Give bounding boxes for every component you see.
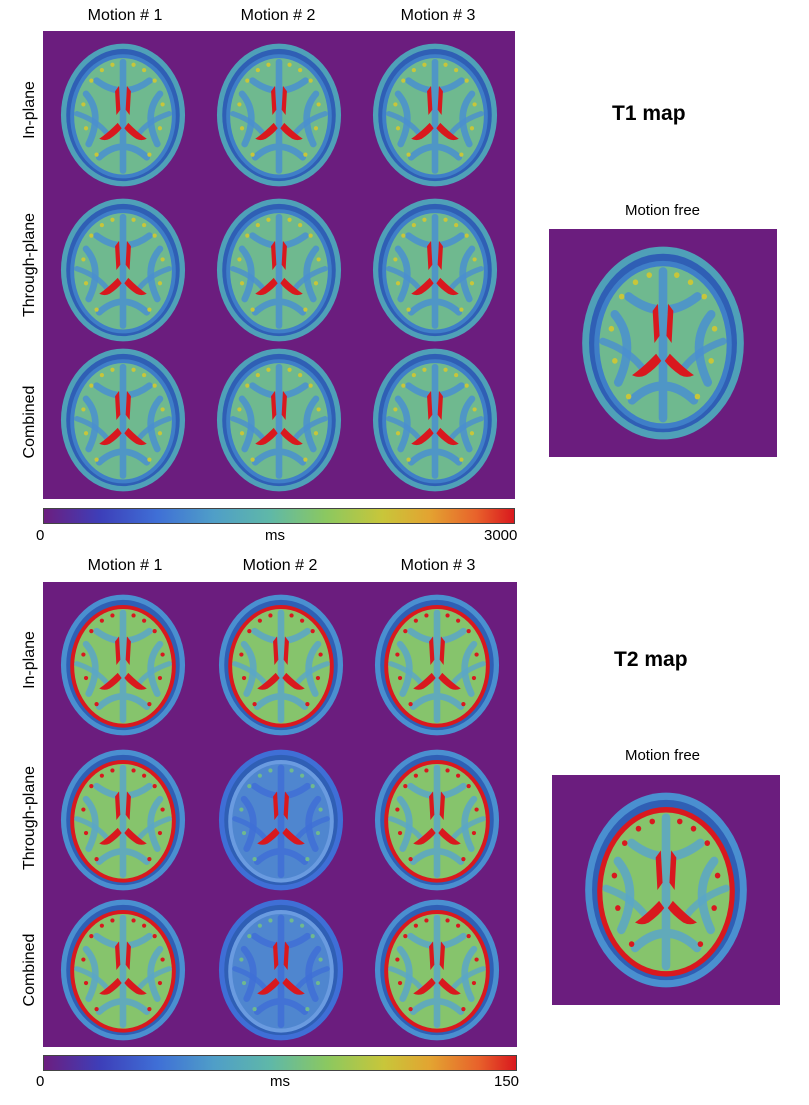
t1-image-grid: [43, 31, 515, 499]
brain-slice-graphic: [216, 43, 342, 187]
t1-brain-inplane-1: [57, 41, 189, 189]
brain-slice-graphic: [374, 749, 500, 891]
brain-slice-graphic: [216, 348, 342, 492]
t2-col-label-1: Motion # 1: [87, 557, 163, 574]
t2-brain-combined-2: [215, 897, 347, 1043]
t1-map-title: T1 map: [612, 102, 686, 125]
brain-slice-graphic: [60, 899, 186, 1041]
brain-slice-graphic: [60, 348, 186, 492]
brain-slice-graphic: [60, 198, 186, 342]
t2-motion-free-panel: [552, 775, 780, 1005]
t2-map-title: T2 map: [614, 648, 688, 671]
brain-slice-graphic: [60, 594, 186, 736]
brain-slice-graphic: [60, 43, 186, 187]
t1-col-label-3: Motion # 3: [400, 7, 476, 24]
brain-slice-graphic: [60, 749, 186, 891]
brain-slice-graphic: [374, 594, 500, 736]
t1-brain-combined-1: [57, 346, 189, 494]
t2-brain-motion-free: [580, 789, 752, 991]
t2-brain-inplane-3: [371, 592, 503, 738]
t1-row-label-2: Through-plane: [21, 212, 38, 318]
t1-motion-free-label: Motion free: [624, 202, 701, 219]
t1-col-label-1: Motion # 1: [87, 7, 163, 24]
t1-brain-inplane-3: [369, 41, 501, 189]
t1-row-label-1: In-plane: [21, 81, 38, 139]
t1-colorbar-min: 0: [36, 527, 45, 544]
t1-brain-combined-2: [213, 346, 345, 494]
t2-brain-through-1: [57, 747, 189, 893]
t1-brain-combined-3: [369, 346, 501, 494]
t2-brain-inplane-1: [57, 592, 189, 738]
t2-brain-combined-1: [57, 897, 189, 1043]
t2-row-label-2: Through-plane: [21, 765, 38, 871]
t1-col-label-2: Motion # 2: [240, 7, 316, 24]
t2-colorbar-unit: ms: [270, 1073, 290, 1090]
t1-brain-through-3: [369, 196, 501, 344]
t1-row-label-3: Combined: [21, 385, 38, 459]
brain-slice-graphic: [582, 246, 744, 440]
t2-colorbar-max: 150: [494, 1073, 520, 1090]
t1-motion-free-panel: [549, 229, 777, 457]
t2-image-grid: [43, 582, 517, 1047]
brain-slice-graphic: [216, 198, 342, 342]
t1-brain-through-1: [57, 196, 189, 344]
brain-slice-graphic: [372, 43, 498, 187]
t1-brain-motion-free: [577, 243, 749, 443]
t1-brain-inplane-2: [213, 41, 345, 189]
t2-col-label-3: Motion # 3: [400, 557, 476, 574]
brain-slice-graphic: [218, 594, 344, 736]
t1-colorbar: [43, 508, 515, 524]
brain-slice-graphic: [372, 348, 498, 492]
t2-col-label-2: Motion # 2: [242, 557, 318, 574]
t2-motion-free-label: Motion free: [624, 747, 701, 764]
t2-brain-through-3: [371, 747, 503, 893]
t2-colorbar: [43, 1055, 517, 1071]
t2-brain-through-2: [215, 747, 347, 893]
t1-brain-through-2: [213, 196, 345, 344]
brain-slice-graphic: [374, 899, 500, 1041]
t2-row-label-1: In-plane: [21, 631, 38, 689]
t2-brain-combined-3: [371, 897, 503, 1043]
t2-row-label-3: Combined: [21, 933, 38, 1007]
brain-slice-graphic: [218, 749, 344, 891]
t2-colorbar-min: 0: [36, 1073, 45, 1090]
t2-brain-inplane-2: [215, 592, 347, 738]
t1-colorbar-unit: ms: [265, 527, 285, 544]
brain-slice-graphic: [585, 792, 747, 988]
brain-slice-graphic: [372, 198, 498, 342]
brain-slice-graphic: [218, 899, 344, 1041]
t1-colorbar-max: 3000: [484, 527, 518, 544]
